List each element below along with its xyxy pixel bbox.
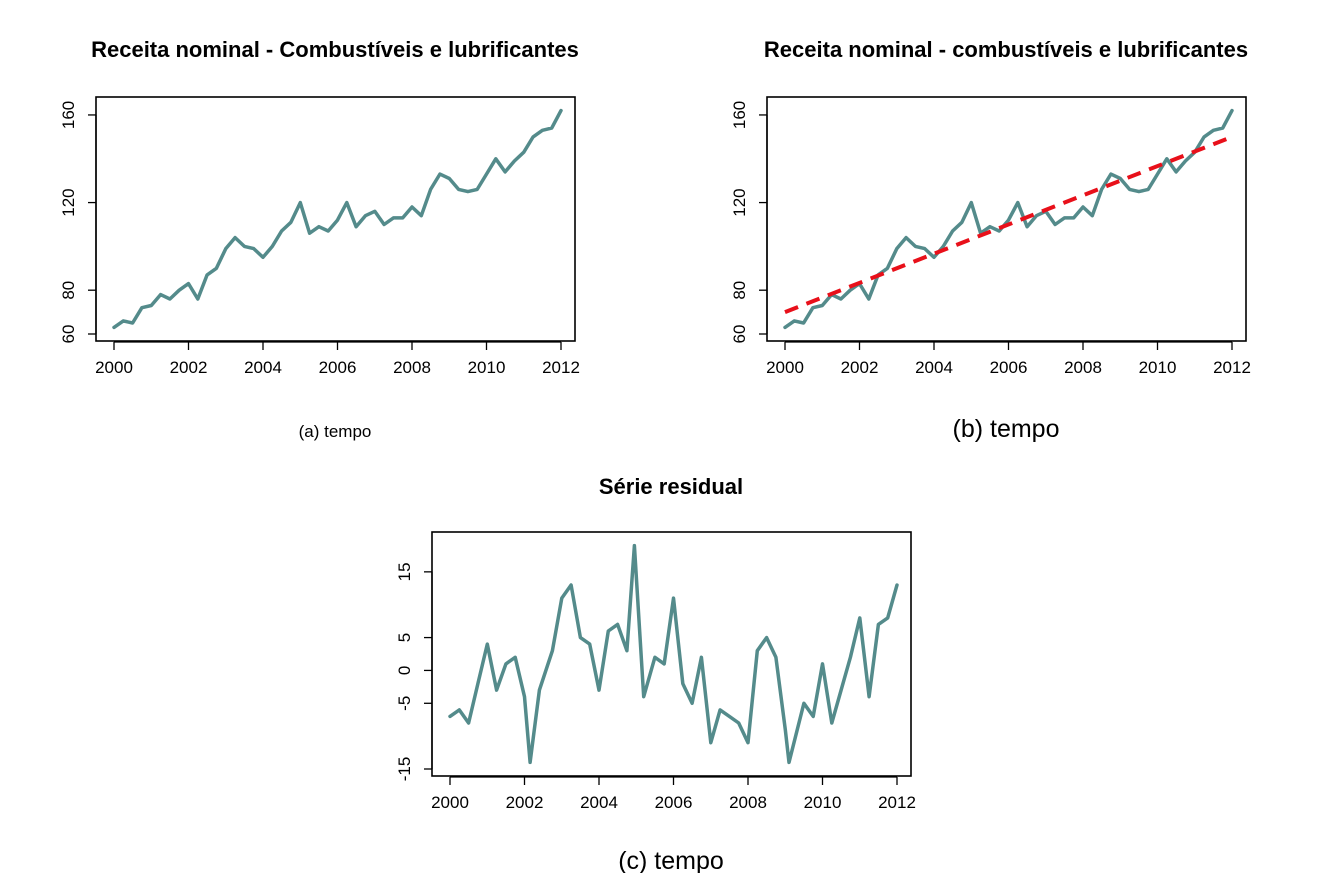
- chart-b-y-tick-label: 80: [730, 281, 749, 300]
- chart-b-x-tick-label: 2008: [1064, 358, 1102, 377]
- chart-c-title: Série residual: [599, 474, 743, 499]
- chart-c-y-tick-label: 5: [395, 633, 414, 642]
- chart-b-x-tick-label: 2006: [990, 358, 1028, 377]
- chart-a-y-tick-label: 60: [59, 325, 78, 344]
- chart-b-x-tick-label: 2002: [841, 358, 879, 377]
- chart-b-x-tick-label: 2000: [766, 358, 804, 377]
- chart-c-x-label: (c) tempo: [618, 847, 724, 873]
- chart-b-series-line: [783, 108, 1234, 330]
- chart-b-x-tick-label: 2004: [915, 358, 953, 377]
- chart-a: Receita nominal - Combustíveis e lubrifi…: [59, 37, 580, 441]
- chart-c-x-tick-label: 2006: [655, 793, 693, 812]
- chart-a-y-tick-label: 80: [59, 281, 78, 300]
- chart-c-y-tick-label: -5: [395, 696, 414, 711]
- chart-c-x-tick-label: 2012: [878, 793, 916, 812]
- chart-c: Série residual 2000 2002 2004 2006 2008 2010 2…: [395, 474, 916, 875]
- chart-b-y-axis: 60 80 120 160: [730, 101, 768, 344]
- chart-a-series: [112, 108, 563, 330]
- chart-a-x-label: (a) tempo: [299, 422, 372, 441]
- chart-c-series: [448, 543, 899, 765]
- chart-a-x-tick-label: 2002: [170, 358, 208, 377]
- chart-b-title: Receita nominal - combustíveis e lubrifi…: [764, 37, 1248, 62]
- chart-b-plot-frame: [766, 96, 1247, 342]
- chart-b-x-tick-label: 2012: [1213, 358, 1251, 377]
- chart-a-x-tick-label: 2006: [319, 358, 357, 377]
- chart-c-x-axis: 2000 2002 2004 2006 2008 2010 2012: [431, 776, 916, 812]
- chart-c-y-tick-label: -15: [395, 757, 414, 782]
- chart-a-y-axis: 60 80 120 160: [59, 101, 97, 344]
- chart-c-x-tick-label: 2002: [506, 793, 544, 812]
- chart-c-x-tick-label: 2010: [804, 793, 842, 812]
- chart-a-x-tick-label: 2012: [542, 358, 580, 377]
- chart-a-series-line: [112, 108, 563, 330]
- chart-b: Receita nominal - combustíveis e lubrifi…: [730, 37, 1251, 443]
- chart-b-y-tick-label: 60: [730, 325, 749, 344]
- chart-c-y-tick-label: 0: [395, 666, 414, 675]
- chart-a-x-axis: 2000 2002 2004 2006 2008 2010 2012: [95, 341, 580, 377]
- chart-a-x-tick-label: 2008: [393, 358, 431, 377]
- chart-c-x-tick-label: 2008: [729, 793, 767, 812]
- chart-a-x-tick-label: 2004: [244, 358, 282, 377]
- chart-c-x-tick-label: 2000: [431, 793, 469, 812]
- chart-b-x-tick-label: 2010: [1139, 358, 1177, 377]
- chart-c-x-tick-label: 2004: [580, 793, 618, 812]
- chart-c-plot-frame: [431, 531, 912, 777]
- chart-a-y-tick-label: 120: [59, 188, 78, 216]
- chart-c-y-tick-label: 15: [395, 562, 414, 581]
- chart-b-y-tick-label: 160: [730, 101, 749, 129]
- chart-b-trend-line: [784, 135, 1233, 314]
- chart-b-y-tick-label: 120: [730, 188, 749, 216]
- chart-a-y-tick-label: 160: [59, 101, 78, 129]
- chart-a-x-tick-label: 2000: [95, 358, 133, 377]
- chart-a-title: Receita nominal - Combustíveis e lubrifi…: [91, 37, 579, 62]
- chart-b-x-axis: 2000 2002 2004 2006 2008 2010 2012: [766, 341, 1251, 377]
- chart-b-series: [783, 108, 1234, 330]
- chart-a-x-tick-label: 2010: [468, 358, 506, 377]
- chart-a-plot-frame: [95, 96, 576, 342]
- chart-b-x-label: (b) tempo: [953, 415, 1060, 443]
- chart-c-y-axis: -15 -5 0 5 15: [395, 562, 433, 782]
- chart-c-series-line: [448, 543, 899, 765]
